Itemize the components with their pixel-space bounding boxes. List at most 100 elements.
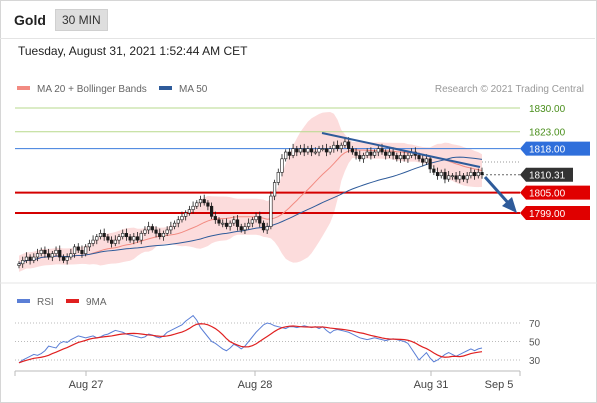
- candle-body: [261, 222, 266, 231]
- candle-body: [358, 155, 362, 160]
- ma50-line: [18, 156, 483, 265]
- candle-body: [376, 148, 380, 153]
- rsi-9ma-line: [18, 323, 483, 364]
- x-tick-label: Aug 31: [414, 379, 449, 391]
- candle-body: [158, 233, 162, 238]
- candle-body: [224, 222, 229, 227]
- candle-body: [310, 148, 314, 153]
- candle-body: [450, 175, 454, 178]
- candle-body: [87, 243, 91, 248]
- candle-body: [335, 144, 340, 149]
- candle-body: [250, 219, 254, 224]
- trend-annotations: [321, 132, 517, 213]
- candle-body: [95, 236, 99, 241]
- timeframe-badge[interactable]: 30 MIN: [55, 9, 108, 31]
- x-tick-label: Sep 5: [485, 379, 514, 391]
- trendline: [321, 132, 481, 168]
- level-1830-00-label: 1830.00: [529, 104, 566, 115]
- header-bar: Gold 30 MIN: [0, 0, 595, 39]
- candle-body: [439, 172, 443, 177]
- candle-body: [417, 155, 421, 160]
- candle-body: [191, 205, 195, 210]
- candle-body: [221, 222, 225, 225]
- candle-body: [202, 199, 206, 204]
- candle-body: [110, 239, 114, 244]
- candle-body: [269, 195, 273, 227]
- rsi-level-label: 30: [529, 356, 541, 367]
- candle-body: [210, 205, 214, 217]
- candle-body: [476, 172, 480, 177]
- candle-body: [317, 148, 321, 153]
- legend-label-rsi: RSI: [37, 297, 54, 308]
- candle-body: [213, 216, 217, 221]
- legend-label-ma20: MA 20 + Bollinger Bands: [37, 84, 147, 95]
- legend-label-ma50: MA 50: [179, 84, 208, 95]
- rsi-level-label: 70: [529, 319, 541, 330]
- candle-body: [384, 151, 388, 156]
- candle-body: [472, 172, 477, 177]
- candle-body: [343, 141, 347, 146]
- candle-body: [458, 175, 462, 180]
- candle-body: [465, 175, 469, 180]
- candle-body: [284, 151, 288, 160]
- candle-body: [72, 246, 77, 254]
- candle-body: [313, 151, 317, 154]
- candle-body: [480, 172, 484, 175]
- candle-body: [395, 155, 399, 160]
- candle-body: [35, 253, 40, 258]
- candle-body: [239, 226, 243, 231]
- moving-averages: [18, 149, 483, 265]
- rsi-panel: 70 50 30: [15, 314, 541, 367]
- candle-body: [232, 219, 236, 224]
- candle-body: [369, 151, 373, 156]
- candle-body: [276, 172, 280, 183]
- candle-body: [380, 148, 384, 153]
- candle-body: [135, 236, 140, 241]
- legend-swatch-rsi: [17, 299, 30, 303]
- candle-body: [154, 229, 158, 234]
- level-1823-00-label: 1823.00: [529, 128, 566, 139]
- candle-body: [165, 229, 169, 234]
- level-1805-00-tag: [520, 185, 590, 200]
- level-1799-00-tag: [520, 206, 590, 220]
- candle-body: [24, 256, 29, 261]
- candle-body: [43, 249, 47, 254]
- candle-body: [254, 216, 258, 221]
- candle-body: [339, 144, 343, 149]
- candle-body: [76, 246, 80, 251]
- candle-body: [150, 226, 154, 231]
- candle-body: [328, 148, 332, 153]
- level-1805-00-label: 1805.00: [529, 189, 566, 200]
- candle-body: [402, 155, 406, 160]
- legend-swatch-ma20: [17, 86, 30, 90]
- candle-body: [132, 236, 136, 241]
- candle-body: [161, 233, 166, 238]
- legend-label-9ma: 9MA: [86, 297, 107, 308]
- candle-body: [387, 151, 392, 156]
- candle-body: [217, 219, 221, 224]
- candle-body: [61, 256, 66, 261]
- candle-body: [84, 246, 88, 254]
- candle-body: [113, 239, 117, 244]
- candle-body: [347, 141, 351, 149]
- candle-body: [139, 233, 143, 241]
- level-1810-31-label: 1810.31: [529, 171, 566, 182]
- candle-body: [143, 229, 147, 234]
- candle-body: [98, 233, 103, 238]
- candle-body: [432, 168, 436, 173]
- candle-body: [21, 260, 25, 265]
- level-1810-31-tag: [520, 167, 573, 182]
- candle-body: [406, 155, 410, 160]
- candle-body: [324, 148, 329, 153]
- candle-body: [243, 226, 247, 231]
- candle-body: [454, 175, 458, 180]
- candle-body: [321, 148, 325, 150]
- candle-body: [350, 148, 354, 153]
- candle-body: [102, 233, 106, 238]
- symbol-title: Gold: [14, 12, 46, 28]
- support-resistance-levels: 1830.00 1823.00 1818.00 1810.31 1805.00 1799.…: [15, 104, 590, 220]
- level-1818-00-label: 1818.00: [529, 145, 566, 156]
- candle-body: [428, 158, 432, 170]
- x-tick-label: Aug 27: [69, 379, 104, 391]
